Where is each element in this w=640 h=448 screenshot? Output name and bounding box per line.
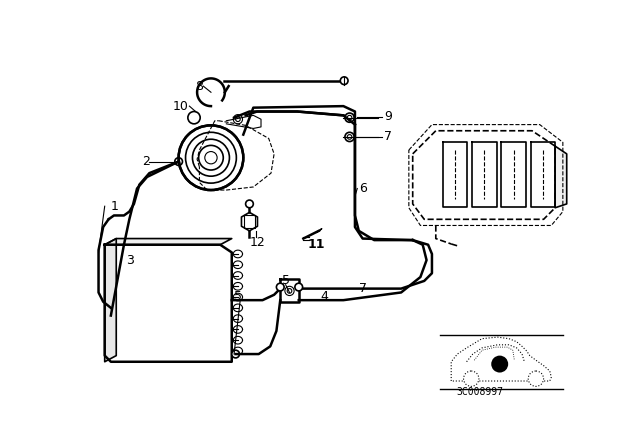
Circle shape [463,371,479,386]
Polygon shape [413,131,555,220]
Circle shape [276,283,284,291]
Polygon shape [531,142,555,207]
Text: 9: 9 [384,110,392,123]
Polygon shape [105,238,116,362]
Text: 3C008997: 3C008997 [456,387,504,397]
Circle shape [179,125,243,190]
Polygon shape [443,142,467,207]
Circle shape [285,286,294,296]
Polygon shape [316,228,322,233]
Circle shape [340,77,348,85]
Polygon shape [105,245,232,362]
Polygon shape [280,280,299,302]
Polygon shape [241,212,257,231]
Text: 3: 3 [126,254,134,267]
Polygon shape [501,142,526,207]
Polygon shape [555,146,566,208]
Text: 12: 12 [250,236,265,249]
Circle shape [232,350,239,358]
Circle shape [295,283,303,291]
Polygon shape [105,238,232,245]
Polygon shape [472,142,497,207]
Circle shape [492,356,508,373]
Text: 1: 1 [111,200,119,213]
Text: 6: 6 [359,182,367,195]
Text: 7: 7 [359,282,367,295]
Circle shape [246,200,253,208]
Text: 4: 4 [320,290,328,303]
Text: 8: 8 [196,80,204,93]
Text: 7: 7 [384,130,392,143]
Text: 2: 2 [141,155,150,168]
Text: 11: 11 [307,238,324,251]
Polygon shape [451,337,551,381]
Text: 5: 5 [282,275,290,288]
Text: 10: 10 [172,99,188,112]
Circle shape [528,371,543,386]
Text: 5: 5 [234,290,242,303]
